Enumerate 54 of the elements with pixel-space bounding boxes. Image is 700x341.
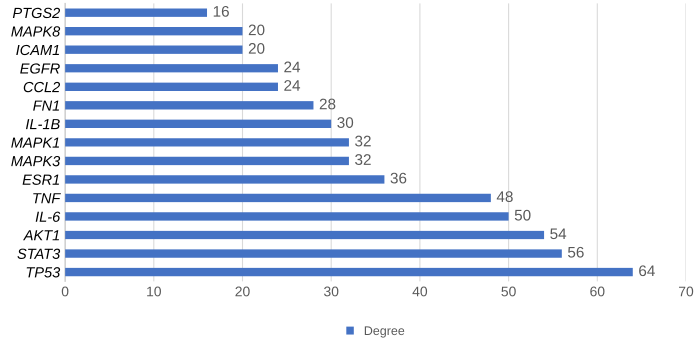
bar bbox=[65, 138, 349, 147]
y-tick-label: FN1 bbox=[33, 100, 60, 111]
data-label: 30 bbox=[337, 117, 354, 128]
y-tick-label: CCL2 bbox=[24, 82, 60, 92]
y-tick-label: IL-1B bbox=[26, 119, 60, 130]
x-tick-label: 30 bbox=[324, 286, 338, 296]
bar bbox=[65, 249, 562, 258]
bar bbox=[65, 194, 491, 202]
y-tick-label: STAT3 bbox=[17, 248, 60, 259]
data-label: 20 bbox=[248, 43, 264, 54]
x-tick-label: 20 bbox=[235, 286, 250, 296]
y-tick-label: MAPK8 bbox=[11, 26, 60, 37]
x-tick-label: 70 bbox=[678, 286, 694, 296]
legend-label: Degree bbox=[364, 326, 404, 338]
bar bbox=[65, 212, 509, 221]
bar bbox=[65, 156, 349, 166]
data-label: 54 bbox=[550, 228, 566, 240]
data-label: 24 bbox=[284, 62, 300, 72]
bar bbox=[65, 8, 208, 17]
bar bbox=[65, 268, 633, 276]
data-label: 28 bbox=[320, 98, 336, 110]
y-tick-label: ICAM1 bbox=[16, 44, 60, 56]
data-label: 48 bbox=[496, 191, 513, 202]
y-tick-label: IL-6 bbox=[36, 212, 60, 222]
y-tick-label: AKT1 bbox=[23, 230, 60, 240]
data-label: 32 bbox=[355, 136, 371, 146]
x-tick-label: 60 bbox=[590, 286, 604, 296]
bar bbox=[65, 82, 278, 91]
y-tick-label: MAPK1 bbox=[11, 138, 60, 148]
y-tick-label: TP53 bbox=[26, 267, 60, 278]
data-label: 56 bbox=[568, 246, 584, 258]
x-tick-label: 40 bbox=[412, 286, 428, 296]
x-tick-label: 0 bbox=[62, 286, 68, 296]
y-tick-label: EGFR bbox=[20, 63, 60, 74]
bar bbox=[65, 101, 314, 110]
x-tick-label: 50 bbox=[501, 286, 516, 296]
data-label: 32 bbox=[355, 154, 371, 165]
y-tick-label: MAPK3 bbox=[11, 156, 60, 166]
data-label: 50 bbox=[514, 210, 531, 221]
bar bbox=[65, 46, 242, 54]
data-label: 20 bbox=[248, 24, 264, 36]
y-tick-label: TNF bbox=[33, 193, 61, 204]
x-tick-label: 10 bbox=[147, 286, 161, 296]
bar bbox=[65, 120, 332, 128]
data-label: 36 bbox=[390, 172, 406, 184]
bar bbox=[65, 175, 384, 184]
bar bbox=[65, 230, 544, 240]
data-label: 24 bbox=[284, 80, 300, 91]
y-tick-label: PTGS2 bbox=[12, 8, 60, 18]
data-label: 16 bbox=[214, 6, 229, 17]
bar bbox=[65, 64, 278, 72]
y-tick-label: ESR1 bbox=[22, 174, 60, 185]
data-label: 64 bbox=[639, 265, 655, 276]
bar bbox=[65, 27, 242, 36]
